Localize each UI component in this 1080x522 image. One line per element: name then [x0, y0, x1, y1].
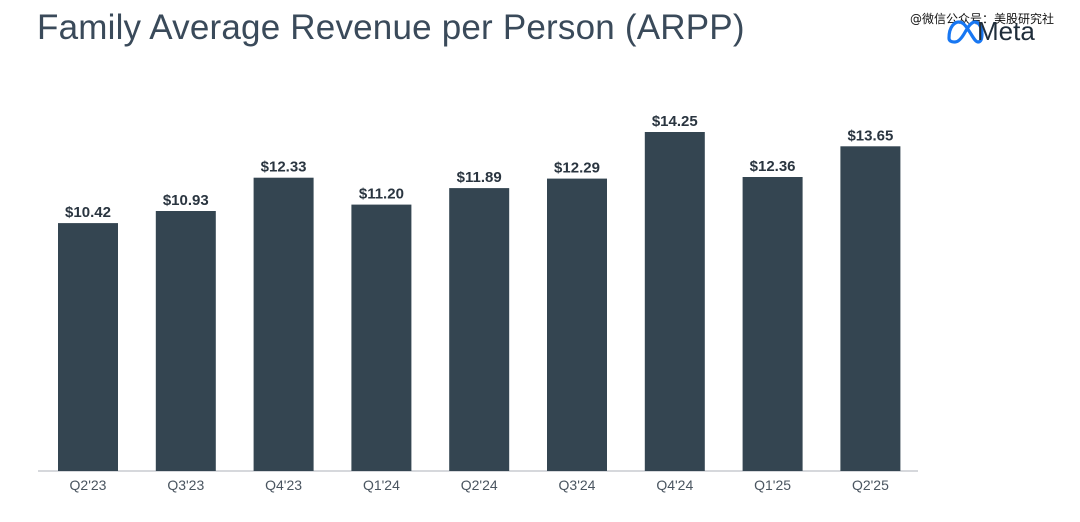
watermark-text: @微信公众号：美股研究社 — [910, 12, 1055, 26]
bar — [449, 188, 510, 471]
data-label: $12.29 — [554, 160, 600, 177]
bar — [644, 132, 705, 471]
meta-logo: Meta — [945, 14, 1055, 48]
data-label: $10.93 — [163, 192, 209, 209]
bar — [253, 177, 314, 471]
chart-title: Family Average Revenue per Person (ARPP) — [37, 8, 745, 47]
x-tick-label: Q1'25 — [754, 477, 791, 493]
x-tick-label: Q2'24 — [461, 477, 498, 493]
data-label: $11.89 — [457, 169, 502, 186]
meta-logo-text: Meta — [977, 16, 1035, 46]
data-label: $11.20 — [359, 186, 404, 203]
meta-infinity-icon — [947, 20, 984, 44]
data-label: $12.33 — [261, 159, 307, 176]
x-tick-label: Q4'24 — [656, 477, 693, 493]
data-label: $12.36 — [750, 158, 796, 175]
x-tick-label: Q2'23 — [70, 477, 107, 493]
bar — [840, 146, 901, 472]
data-label: $14.25 — [652, 113, 698, 130]
x-tick-label: Q3'23 — [167, 477, 204, 493]
bar — [742, 177, 803, 471]
x-tick-label: Q4'23 — [265, 477, 302, 493]
x-tick-label: Q2'25 — [852, 477, 889, 493]
bar — [351, 204, 412, 471]
x-tick-label: Q1'24 — [363, 477, 400, 493]
bar — [58, 223, 118, 471]
x-tick-label: Q3'24 — [559, 477, 596, 493]
data-label: $13.65 — [847, 127, 893, 144]
bar — [155, 211, 216, 471]
data-label: $10.42 — [65, 204, 111, 221]
bar — [547, 178, 607, 471]
